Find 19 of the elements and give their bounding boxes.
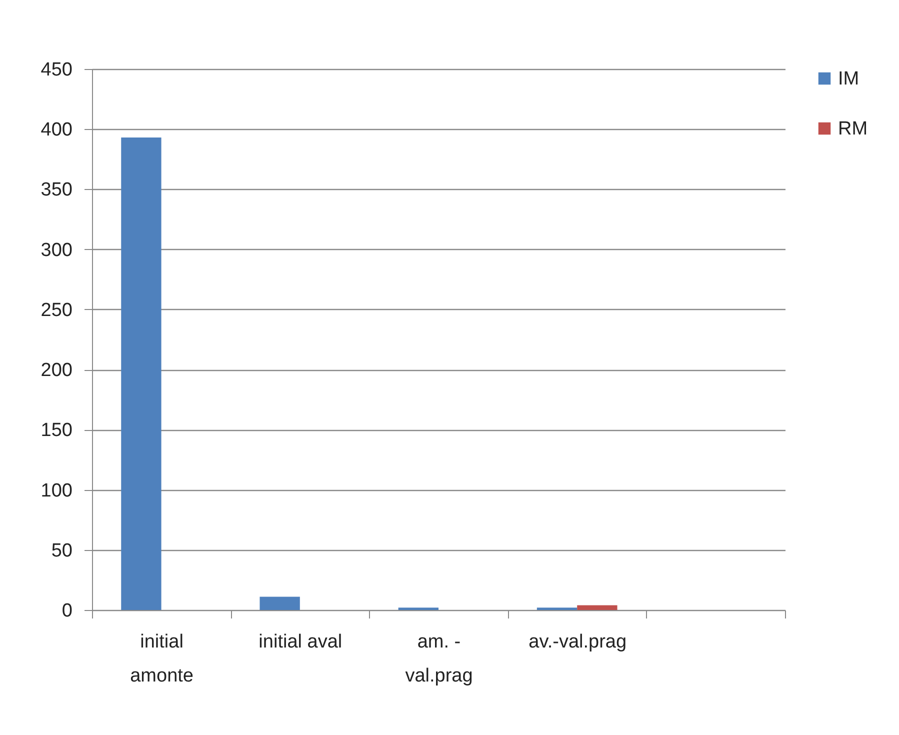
bar (260, 596, 300, 610)
y-tick-label: 400 (40, 120, 72, 141)
legend-label: RM (838, 118, 868, 140)
x-tick-label: av.-val.prag (528, 632, 627, 652)
y-tick-label: 300 (40, 240, 72, 261)
y-tick-label: 150 (40, 420, 72, 442)
x-tick-label: am. - val.prag (405, 632, 473, 686)
bar (121, 138, 162, 610)
y-tick-label: 250 (40, 300, 72, 321)
y-tick-label: 450 (40, 60, 72, 80)
y-tick-label: 350 (40, 180, 72, 201)
x-tick-label: initial aval (258, 632, 342, 652)
bar (577, 605, 618, 610)
y-tick-label: 200 (40, 360, 72, 382)
y-tick-label: 0 (62, 600, 72, 622)
y-tick-label: 100 (40, 480, 72, 502)
x-tick-label: initial amonte (130, 632, 194, 686)
y-tick-label: 50 (51, 540, 72, 562)
legend-label: IM (838, 68, 860, 90)
